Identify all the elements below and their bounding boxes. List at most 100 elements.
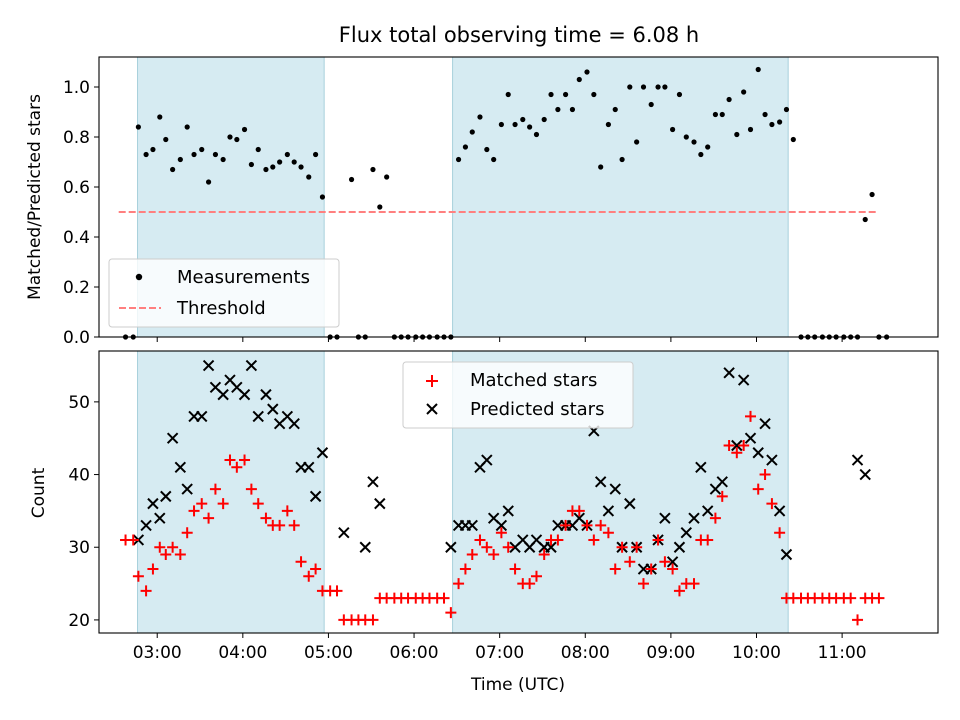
- matched-star-marker: [167, 541, 179, 553]
- matched-star-marker: [774, 527, 786, 539]
- matched-star-marker: [616, 541, 628, 553]
- predicted-star-marker: [166, 432, 179, 444]
- predicted-star-marker: [481, 454, 493, 466]
- predicted-star-marker: [160, 490, 172, 503]
- measurement-point: [705, 144, 711, 150]
- measurement-point: [555, 106, 561, 113]
- matched-star-marker: [723, 439, 735, 451]
- predicted-star-marker: [759, 417, 771, 430]
- measurement-point: [712, 111, 719, 118]
- matched-star-marker: [624, 556, 636, 568]
- matched-star-marker: [745, 410, 757, 422]
- measurement-point: [683, 134, 689, 140]
- measurement-point: [527, 124, 533, 130]
- matched-star-marker: [509, 563, 521, 575]
- observing-interval-shade: [137, 350, 325, 634]
- matched-star-marker: [466, 549, 478, 561]
- predicted-star-marker: [744, 432, 757, 444]
- measurement-point: [605, 121, 611, 128]
- matched-star-marker: [274, 519, 286, 531]
- measurement-point: [640, 84, 647, 90]
- measurement-point: [157, 114, 163, 120]
- measurement-point: [491, 156, 497, 163]
- matched-star-marker: [174, 549, 186, 561]
- matched-star-marker: [445, 607, 457, 619]
- predicted-star-marker: [174, 461, 187, 473]
- measurement-point: [277, 159, 283, 165]
- matched-star-marker: [245, 483, 257, 495]
- measurement-point: [306, 174, 312, 180]
- measurement-point: [298, 164, 304, 170]
- top-y-tick-label: 0.0: [63, 328, 90, 348]
- matched-star-marker: [731, 447, 743, 459]
- predicted-star-marker: [716, 476, 728, 488]
- measurement-point: [184, 124, 190, 130]
- legend-measurements-label: Measurements: [177, 267, 310, 288]
- measurement-point: [505, 91, 511, 98]
- matched-star-marker: [716, 490, 728, 502]
- matched-star-marker: [873, 592, 885, 604]
- matched-star-marker: [252, 498, 264, 510]
- x-tick-label: 03:00: [133, 643, 182, 663]
- measurement-point: [284, 151, 290, 158]
- matched-star-marker: [331, 585, 343, 597]
- measurement-point: [612, 106, 618, 113]
- bottom-y-tick-label: 50: [68, 393, 90, 413]
- predicted-star-marker: [367, 476, 379, 488]
- measurement-point: [562, 91, 569, 98]
- predicted-star-marker: [688, 512, 700, 524]
- measurement-point: [150, 146, 156, 153]
- measurement-point: [741, 89, 747, 95]
- matched-star-marker: [709, 512, 721, 524]
- measurement-point: [163, 136, 169, 143]
- measurement-point: [498, 121, 504, 128]
- matched-star-marker: [160, 549, 172, 561]
- x-tick-label: 05:00: [304, 643, 353, 663]
- measurement-point: [755, 66, 761, 73]
- matched-star-marker: [140, 585, 152, 597]
- matched-star-marker: [530, 570, 542, 582]
- matched-star-marker: [602, 527, 614, 539]
- measurement-point: [220, 156, 226, 163]
- measurement-point: [319, 194, 326, 200]
- measurement-point: [234, 136, 240, 143]
- matched-star-marker: [488, 549, 500, 561]
- measurement-point: [598, 164, 604, 170]
- bottom-axes-frame: [98, 350, 939, 634]
- matched-star-marker: [573, 505, 585, 517]
- measurement-point: [191, 151, 197, 158]
- legend-predicted-label: Predicted stars: [470, 399, 604, 420]
- matched-star-marker: [209, 483, 221, 495]
- x-tick-label: 10:00: [732, 643, 781, 663]
- predicted-star-marker: [752, 447, 764, 459]
- top-y-tick-label: 0.2: [63, 278, 90, 298]
- matched-star-marker: [203, 512, 215, 524]
- x-tick-label: 11:00: [818, 643, 867, 663]
- legend-matched-label: Matched stars: [470, 370, 597, 391]
- predicted-star-marker: [288, 417, 300, 430]
- measurement-point: [619, 156, 625, 163]
- matched-star-marker: [367, 614, 379, 626]
- matched-star-marker: [495, 527, 507, 539]
- x-tick-label: 09:00: [646, 643, 695, 663]
- predicted-star-marker: [701, 505, 714, 517]
- matched-star-marker: [752, 483, 764, 495]
- matched-star-marker: [288, 519, 300, 531]
- x-axis-label: Time (UTC): [470, 675, 565, 695]
- predicted-star-marker: [602, 505, 615, 517]
- measurement-point: [762, 111, 768, 118]
- measurement-point: [698, 151, 704, 158]
- predicted-star-marker: [147, 497, 159, 510]
- measurement-point: [170, 166, 176, 173]
- measurement-point: [377, 204, 383, 210]
- measurement-point: [263, 166, 269, 173]
- legend-threshold-label: Threshold: [176, 298, 266, 319]
- measurement-point: [477, 114, 483, 120]
- predicted-star-marker: [374, 497, 386, 510]
- matched-star-marker: [659, 556, 671, 568]
- matched-star-marker: [766, 498, 778, 510]
- measurement-point: [655, 84, 661, 90]
- measurement-point: [662, 84, 668, 90]
- measurement-point: [469, 129, 475, 135]
- top-y-axis-label: Matched/Predicted stars: [25, 94, 45, 300]
